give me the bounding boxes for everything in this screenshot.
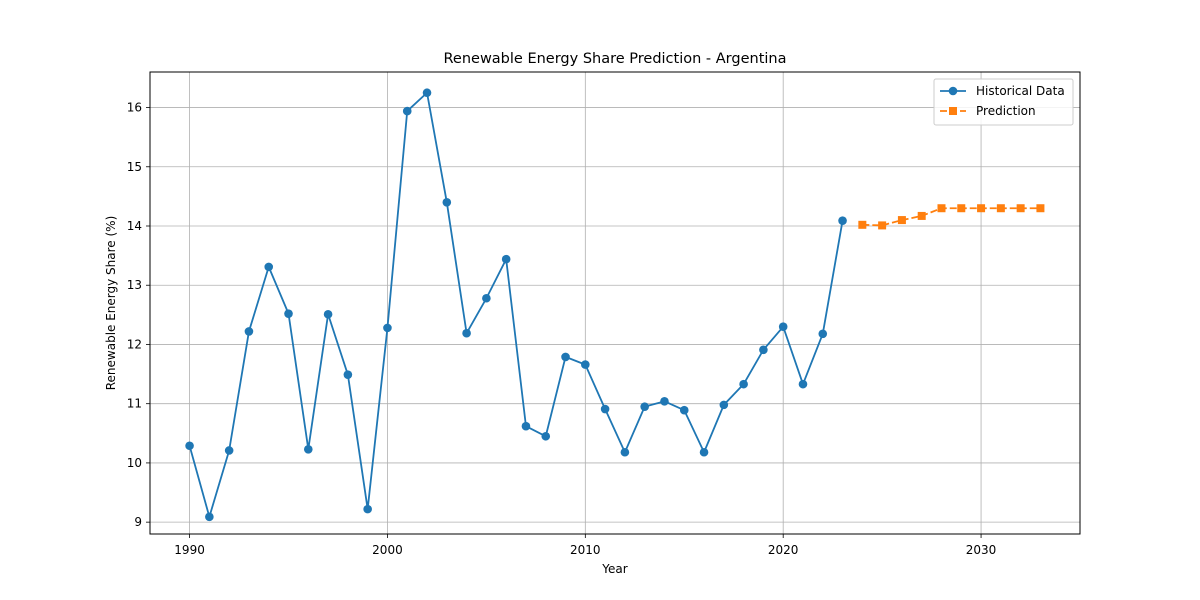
data-point-marker [323, 309, 333, 319]
data-point-marker [838, 216, 847, 225]
data-point-marker [600, 404, 610, 414]
legend-box [933, 78, 1074, 126]
y-tick-label: 15 [127, 160, 142, 174]
data-point-marker [205, 512, 214, 522]
x-tick-label: 2010 [570, 543, 601, 557]
series-prediction [858, 204, 1045, 230]
data-point-marker [897, 216, 906, 225]
legend: Historical Data Prediction [933, 78, 1074, 126]
data-point-marker [640, 402, 649, 411]
data-point-marker [541, 431, 551, 441]
data-point-marker [759, 345, 768, 355]
y-tick-label: 9 [134, 515, 142, 529]
data-point-marker [581, 360, 590, 369]
data-point-marker [996, 204, 1005, 213]
x-tick-label: 2030 [966, 543, 997, 557]
legend-entry: Historical Data [940, 84, 1065, 98]
legend-label: Prediction [976, 104, 1036, 118]
data-point-marker [383, 323, 392, 333]
data-point-marker [521, 421, 531, 431]
y-axis-ticks: 9 10 11 12 13 14 15 16 [127, 101, 150, 529]
data-point-marker [363, 504, 372, 514]
data-point-marker [679, 405, 689, 415]
x-tick-label: 1990 [174, 543, 205, 557]
data-point-marker [917, 211, 926, 220]
data-point-marker [561, 352, 570, 362]
y-axis-label: Renewable Energy Share (%) [104, 216, 118, 391]
data-point-marker [977, 204, 986, 213]
data-point-marker [185, 441, 194, 451]
data-point-marker [798, 379, 808, 389]
data-point-marker [1036, 204, 1045, 213]
legend-entry: Prediction [940, 104, 1036, 118]
data-point-marker [462, 328, 471, 338]
y-tick-label: 10 [127, 456, 142, 470]
x-tick-label: 2000 [372, 543, 403, 557]
data-point-marker [303, 445, 313, 454]
data-point-marker [244, 327, 254, 336]
data-point-marker [878, 221, 887, 230]
data-point-marker [778, 322, 788, 331]
x-axis-ticks: 1990 2000 2010 2020 2030 [174, 534, 996, 557]
data-point-marker [818, 329, 828, 339]
series-layer [185, 88, 1045, 522]
data-point-marker [442, 198, 452, 207]
data-point-marker [402, 106, 412, 116]
data-point-marker [660, 397, 669, 406]
data-point-marker [284, 309, 293, 318]
x-axis-label: Year [601, 562, 627, 576]
y-tick-label: 12 [127, 337, 142, 351]
y-tick-label: 11 [127, 397, 142, 411]
y-tick-label: 13 [127, 278, 142, 292]
data-point-marker [739, 379, 748, 389]
data-point-marker [264, 262, 274, 272]
data-point-marker [620, 447, 630, 457]
data-point-marker [501, 254, 511, 264]
data-point-marker [858, 220, 867, 229]
data-point-marker [224, 446, 234, 455]
data-point-marker [719, 400, 729, 410]
series-line [188, 91, 844, 518]
legend-marker [948, 86, 958, 96]
y-tick-label: 14 [127, 219, 142, 233]
grid-lines [150, 72, 1080, 534]
data-point-marker [343, 370, 353, 379]
data-point-marker [937, 204, 946, 213]
data-point-marker [1016, 204, 1025, 213]
data-point-marker [482, 293, 491, 303]
y-tick-label: 16 [127, 101, 142, 115]
data-point-marker [422, 88, 432, 98]
legend-items: Historical Data Prediction [940, 84, 1065, 118]
plot-frame [149, 71, 1081, 535]
series-historical [185, 88, 847, 522]
chart-title: Renewable Energy Share Prediction - Arge… [443, 51, 786, 67]
legend-label: Historical Data [976, 84, 1065, 98]
legend-marker [949, 107, 957, 115]
data-point-marker [699, 447, 709, 457]
x-tick-label: 2020 [768, 543, 799, 557]
data-point-marker [957, 204, 966, 213]
series-line [862, 207, 1041, 227]
